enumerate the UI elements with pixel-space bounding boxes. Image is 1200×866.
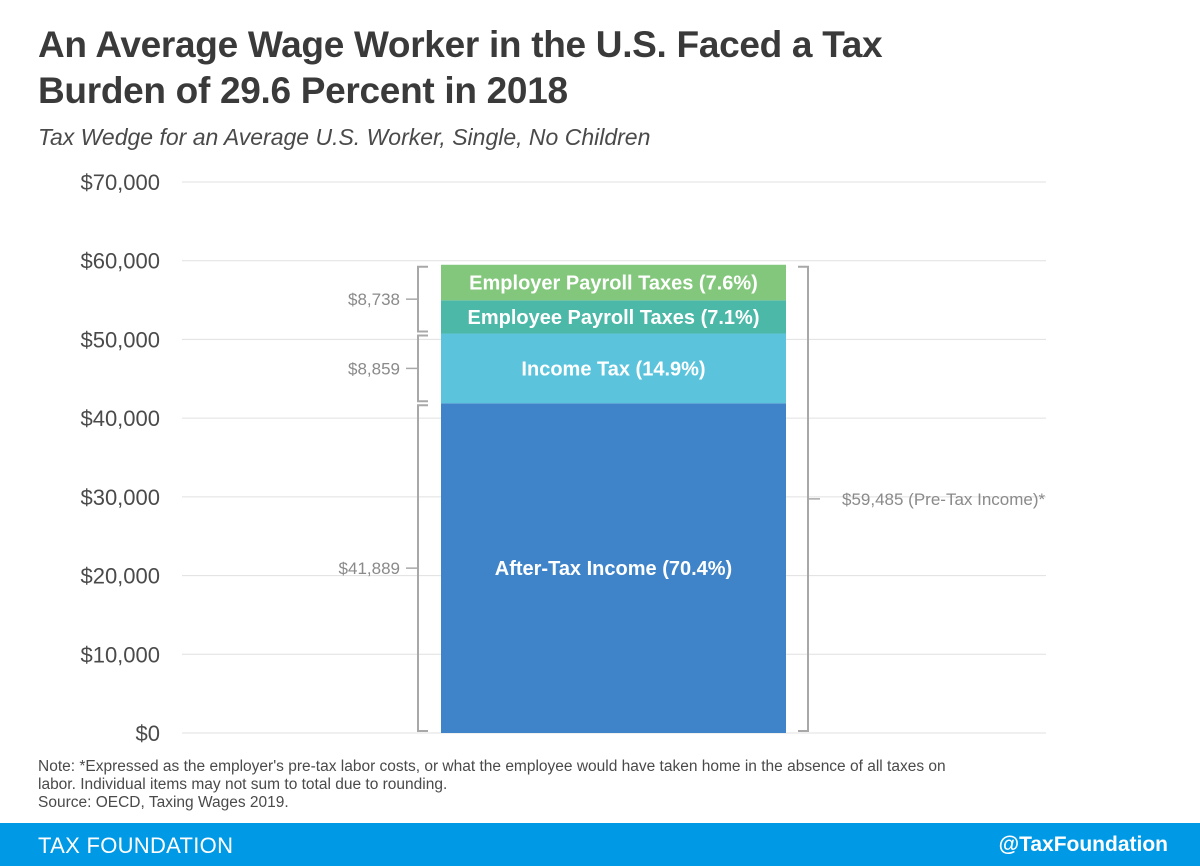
total-bracket-label: $59,485 (Pre-Tax Income)*: [842, 490, 1046, 509]
title-line-2: Burden of 29.6 Percent in 2018: [38, 70, 568, 111]
chart-title: An Average Wage Worker in the U.S. Faced…: [38, 22, 1138, 114]
y-tick-label: $50,000: [80, 327, 160, 352]
y-tick-label: $20,000: [80, 564, 160, 589]
bracket: [417, 404, 428, 732]
bar-segment: [441, 300, 786, 334]
y-tick-label: $10,000: [80, 642, 160, 667]
chart-subtitle: Tax Wedge for an Average U.S. Worker, Si…: [38, 124, 651, 150]
bracket: [417, 265, 428, 333]
bar-segment: [441, 333, 786, 404]
y-tick-label: $30,000: [80, 485, 160, 510]
segment-label: After-Tax Income (70.4%): [495, 558, 732, 580]
title-line-1: An Average Wage Worker in the U.S. Faced…: [38, 24, 883, 65]
footer-brand: TAX FOUNDATION: [38, 833, 234, 858]
segment-label: Income Tax (14.9%): [521, 358, 705, 380]
chart-note: Note: *Expressed as the employer's pre-t…: [38, 758, 1038, 812]
bar-segment: [441, 264, 786, 301]
total-bracket: [798, 265, 809, 732]
y-tick-label: $60,000: [80, 249, 160, 274]
y-tick-label: $0: [136, 721, 160, 746]
segment-label: Employee Payroll Taxes (7.1%): [468, 307, 760, 329]
bracket-label: $41,889: [339, 559, 400, 578]
note-line-1: Note: *Expressed as the employer's pre-t…: [38, 758, 946, 775]
y-tick-label: $70,000: [80, 170, 160, 195]
footer-bar: TAX FOUNDATION @TaxFoundation: [0, 823, 1200, 866]
bracket: [417, 334, 428, 403]
footer-handle[interactable]: @TaxFoundation: [998, 833, 1168, 856]
y-tick-label: $40,000: [80, 406, 160, 431]
segment-label: Employer Payroll Taxes (7.6%): [469, 273, 758, 295]
bracket-label: $8,738: [348, 290, 400, 309]
bracket-label: $8,859: [348, 359, 400, 378]
bar-segment: [441, 403, 786, 733]
note-line-2: labor. Individual items may not sum to t…: [38, 776, 448, 793]
source-line: Source: OECD, Taxing Wages 2019.: [38, 794, 289, 811]
